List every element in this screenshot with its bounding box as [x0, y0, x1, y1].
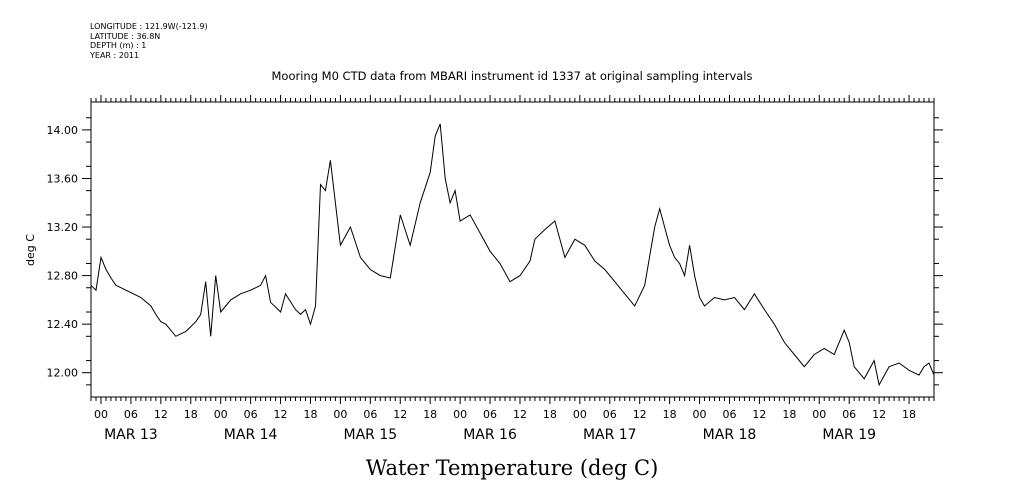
metadata-block: LONGITUDE : 121.9W(-121.9) LATITUDE : 36… [90, 22, 208, 60]
y-tick-label: 13.20 [47, 221, 79, 234]
x-tick-label: 12 [393, 408, 407, 421]
x-day-label: MAR 13 [104, 427, 158, 443]
x-tick-label: 12 [633, 408, 647, 421]
x-tick-label: 18 [303, 408, 317, 421]
x-axis-label: Water Temperature (deg C) [366, 456, 659, 480]
x-tick-label: 18 [782, 408, 796, 421]
x-day-label: MAR 14 [224, 427, 278, 443]
temperature-series-line [90, 123, 935, 387]
x-tick-label: 00 [333, 408, 347, 421]
latitude-text: LATITUDE : 36.8N [90, 31, 161, 41]
y-tick-label: 12.00 [47, 367, 79, 380]
x-tick-label: 00 [812, 408, 826, 421]
y-tick-label: 14.00 [47, 124, 79, 137]
x-day-label: MAR 15 [344, 427, 398, 443]
x-tick-label: 12 [274, 408, 288, 421]
y-tick-label: 12.80 [47, 270, 79, 283]
x-tick-label: 18 [663, 408, 677, 421]
chart-title: Mooring M0 CTD data from MBARI instrumen… [272, 69, 753, 83]
x-tick-label: 00 [94, 408, 108, 421]
x-tick-label: 00 [214, 408, 228, 421]
x-tick-label: 06 [244, 408, 258, 421]
x-tick-label: 06 [483, 408, 497, 421]
x-day-label: MAR 16 [463, 427, 517, 443]
x-tick-label: 06 [603, 408, 617, 421]
x-tick-label: 12 [752, 408, 766, 421]
y-axis-label: deg C [24, 234, 37, 266]
depth-text: DEPTH (m) : 1 [90, 41, 147, 50]
x-tick-label: 12 [154, 408, 168, 421]
x-axis: 00 06 12 18 00 06 12 18 00 06 12 18 00 06 12 18 00 06 12 18… [90, 95, 935, 443]
x-tick-label: 00 [573, 408, 587, 421]
x-day-label: MAR 17 [583, 427, 637, 443]
plot-frame [90, 101, 935, 398]
x-tick-label: 18 [184, 408, 198, 421]
x-tick-label: 00 [693, 408, 707, 421]
x-tick-label: 12 [513, 408, 527, 421]
x-tick-label: 18 [423, 408, 437, 421]
x-tick-label: 06 [842, 408, 856, 421]
y-tick-label: 13.60 [47, 172, 79, 185]
x-tick-label: 18 [902, 408, 916, 421]
y-axis: 12.00 12.40 12.80 13.20 13.60 14.00 [47, 117, 943, 386]
series-layer [90, 123, 935, 387]
year-text: YEAR : 2011 [90, 50, 140, 60]
x-day-label: MAR 19 [822, 427, 876, 443]
x-tick-label: 06 [722, 408, 736, 421]
x-tick-label: 12 [872, 408, 886, 421]
longitude-text: LONGITUDE : 121.9W(-121.9) [90, 22, 208, 31]
x-day-label: MAR 18 [703, 427, 757, 443]
x-tick-label: 18 [543, 408, 557, 421]
x-tick-label: 06 [124, 408, 138, 421]
y-tick-label: 12.40 [47, 318, 79, 331]
x-tick-label: 00 [453, 408, 467, 421]
x-tick-label: 06 [363, 408, 377, 421]
